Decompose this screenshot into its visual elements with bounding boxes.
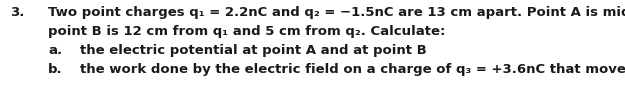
Text: the work done by the electric field on a charge of q₃ = +3.6nC that moves from A: the work done by the electric field on a… [80, 63, 625, 76]
Text: a.: a. [48, 44, 62, 57]
Text: Two point charges q₁ = 2.2nC and q₂ = −1.5nC are 13 cm apart. Point A is midway : Two point charges q₁ = 2.2nC and q₂ = −1… [48, 6, 625, 19]
Text: the electric potential at point A and at point B: the electric potential at point A and at… [80, 44, 427, 57]
Text: point B is 12 cm from q₁ and 5 cm from q₂. Calculate:: point B is 12 cm from q₁ and 5 cm from q… [48, 25, 446, 38]
Text: 3.: 3. [10, 6, 24, 19]
Text: b.: b. [48, 63, 62, 76]
